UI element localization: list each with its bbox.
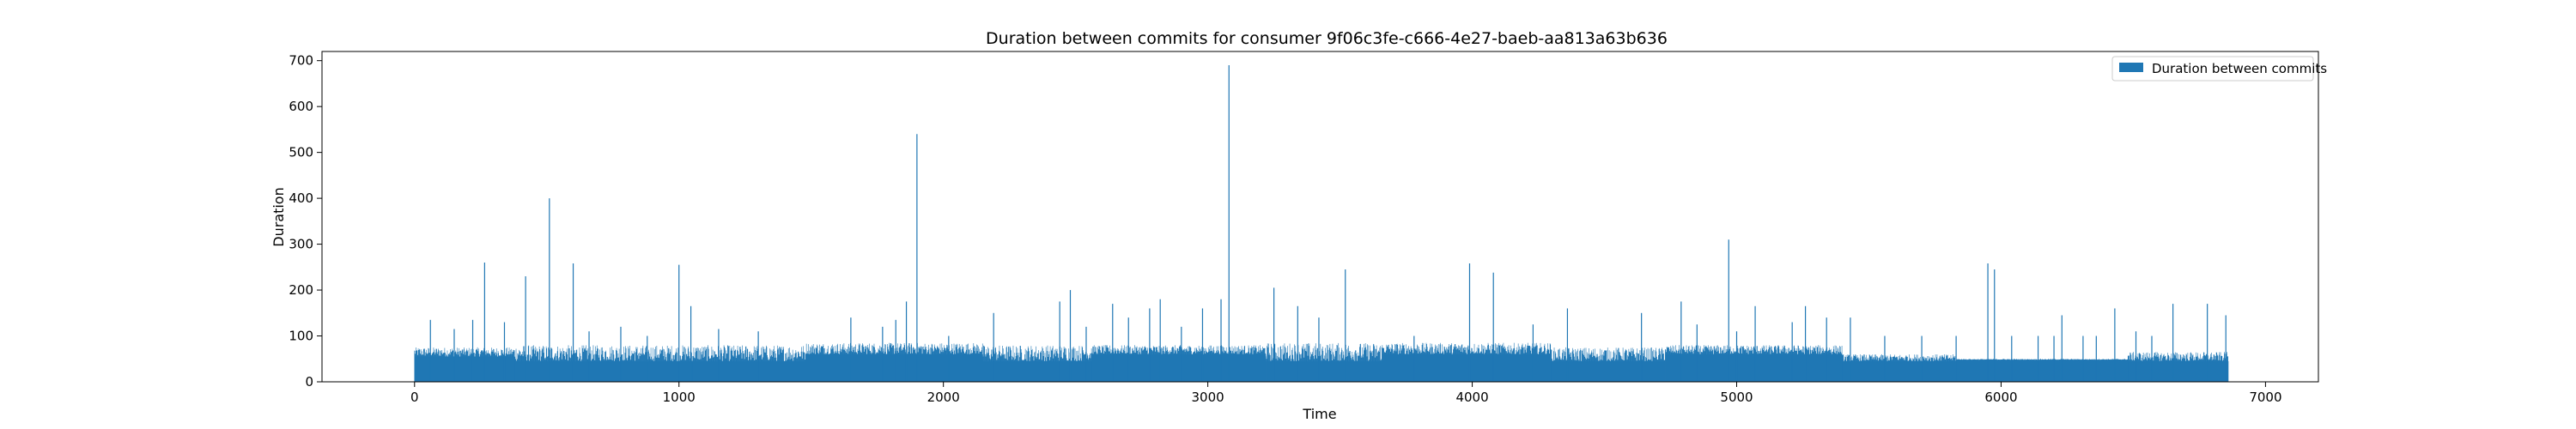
x-tick-label: 7000 bbox=[2249, 390, 2281, 405]
x-tick-label: 1000 bbox=[663, 390, 696, 405]
y-tick-label: 0 bbox=[305, 374, 313, 390]
x-tick-label: 0 bbox=[410, 390, 419, 405]
legend-label: Duration between commits bbox=[2152, 61, 2327, 76]
legend-box bbox=[2111, 56, 2314, 82]
legend: Duration between commits bbox=[2111, 56, 2327, 82]
y-tick-label: 400 bbox=[289, 190, 313, 206]
bar-segment bbox=[805, 353, 983, 382]
y-tick-label: 500 bbox=[289, 145, 313, 160]
bar-segment bbox=[2128, 360, 2229, 382]
y-tick-label: 600 bbox=[289, 99, 313, 114]
y-tick-label: 100 bbox=[289, 329, 313, 344]
y-axis-label: Duration bbox=[270, 187, 287, 247]
y-tick-label: 200 bbox=[289, 282, 313, 298]
y-tick-label: 700 bbox=[289, 53, 313, 69]
bar-segment bbox=[1266, 360, 1382, 382]
bar-segment bbox=[692, 360, 806, 382]
bar-segment bbox=[1091, 353, 1267, 382]
x-axis-label: Time bbox=[1302, 406, 1336, 422]
bar-segment bbox=[1842, 360, 1957, 382]
x-axis: 0 1000 2000 3000 4000 5000 6000 7000 bbox=[410, 382, 2282, 405]
bar-segment bbox=[1956, 360, 2129, 382]
y-axis: 0 100 200 300 400 500 600 700 bbox=[289, 53, 322, 390]
bar-segment bbox=[1665, 353, 1843, 382]
bar-series bbox=[414, 65, 2229, 382]
bar-segment bbox=[1551, 360, 1666, 382]
legend-swatch bbox=[2119, 63, 2143, 72]
x-tick-label: 3000 bbox=[1192, 390, 1224, 405]
y-tick-label: 300 bbox=[289, 237, 313, 252]
x-tick-label: 6000 bbox=[1984, 390, 2017, 405]
x-tick-label: 5000 bbox=[1720, 390, 1753, 405]
bar-segment bbox=[982, 360, 1092, 382]
x-tick-label: 4000 bbox=[1455, 390, 1488, 405]
bar-segment bbox=[514, 360, 693, 382]
bar-segment bbox=[1382, 353, 1552, 382]
chart-title: Duration between commits for consumer 9f… bbox=[986, 29, 1668, 48]
bar-segment bbox=[414, 356, 515, 382]
axes-frame bbox=[321, 51, 2319, 383]
x-tick-label: 2000 bbox=[927, 390, 960, 405]
